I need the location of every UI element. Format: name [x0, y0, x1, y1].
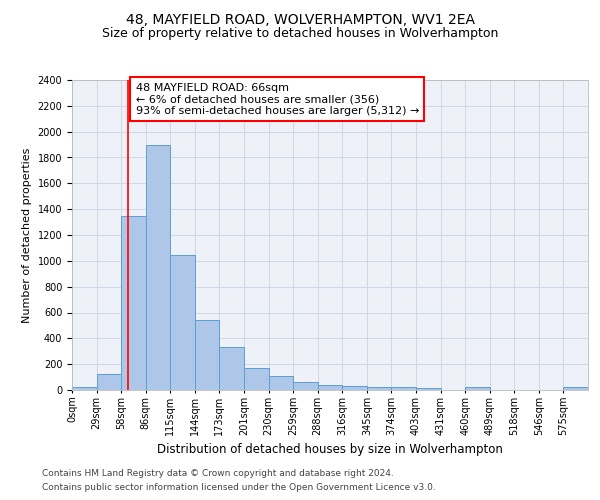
Bar: [97, 374, 121, 390]
Bar: [416, 388, 440, 390]
Text: Contains public sector information licensed under the Open Government Licence v3: Contains public sector information licen…: [42, 484, 436, 492]
X-axis label: Distribution of detached houses by size in Wolverhampton: Distribution of detached houses by size …: [157, 444, 503, 456]
Bar: [72, 388, 97, 390]
Text: 48, MAYFIELD ROAD, WOLVERHAMPTON, WV1 2EA: 48, MAYFIELD ROAD, WOLVERHAMPTON, WV1 2E…: [125, 12, 475, 26]
Bar: [342, 386, 367, 390]
Text: 48 MAYFIELD ROAD: 66sqm
← 6% of detached houses are smaller (356)
93% of semi-de: 48 MAYFIELD ROAD: 66sqm ← 6% of detached…: [136, 82, 419, 116]
Bar: [244, 368, 269, 390]
Bar: [170, 255, 195, 390]
Bar: [318, 385, 342, 390]
Bar: [121, 216, 146, 390]
Text: Size of property relative to detached houses in Wolverhampton: Size of property relative to detached ho…: [102, 28, 498, 40]
Text: Contains HM Land Registry data © Crown copyright and database right 2024.: Contains HM Land Registry data © Crown c…: [42, 468, 394, 477]
Bar: [293, 382, 318, 390]
Bar: [367, 387, 391, 390]
Bar: [563, 388, 588, 390]
Bar: [146, 144, 170, 390]
Bar: [220, 346, 244, 390]
Bar: [465, 388, 490, 390]
Y-axis label: Number of detached properties: Number of detached properties: [22, 148, 32, 322]
Bar: [195, 320, 220, 390]
Bar: [391, 388, 416, 390]
Bar: [269, 376, 293, 390]
